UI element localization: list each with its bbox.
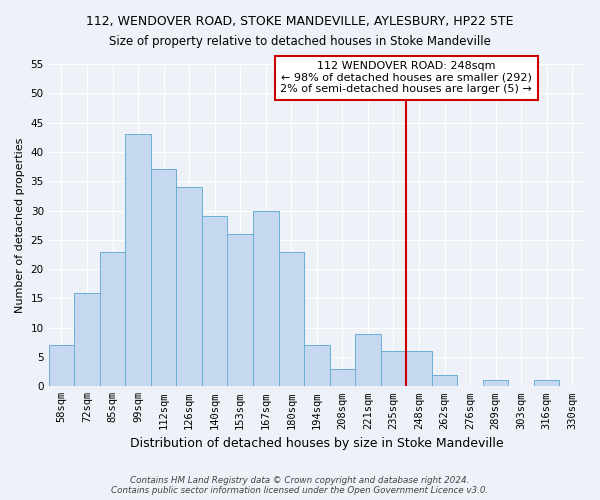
Text: Contains HM Land Registry data © Crown copyright and database right 2024.
Contai: Contains HM Land Registry data © Crown c… [112,476,488,495]
Bar [534,380,559,386]
X-axis label: Distribution of detached houses by size in Stoke Mandeville: Distribution of detached houses by size … [130,437,503,450]
Bar [49,346,74,387]
Bar [227,234,253,386]
Bar [380,351,406,386]
Bar [278,252,304,386]
Bar [355,334,380,386]
Text: 112, WENDOVER ROAD, STOKE MANDEVILLE, AYLESBURY, HP22 5TE: 112, WENDOVER ROAD, STOKE MANDEVILLE, AY… [86,15,514,28]
Y-axis label: Number of detached properties: Number of detached properties [15,138,25,313]
Bar [74,292,100,386]
Bar [304,346,329,387]
Text: 112 WENDOVER ROAD: 248sqm
← 98% of detached houses are smaller (292)
2% of semi-: 112 WENDOVER ROAD: 248sqm ← 98% of detac… [280,61,532,94]
Bar [432,374,457,386]
Text: Size of property relative to detached houses in Stoke Mandeville: Size of property relative to detached ho… [109,35,491,48]
Bar [125,134,151,386]
Bar [406,351,432,386]
Bar [100,252,125,386]
Bar [176,187,202,386]
Bar [253,210,278,386]
Bar [483,380,508,386]
Bar [202,216,227,386]
Bar [151,170,176,386]
Bar [329,368,355,386]
